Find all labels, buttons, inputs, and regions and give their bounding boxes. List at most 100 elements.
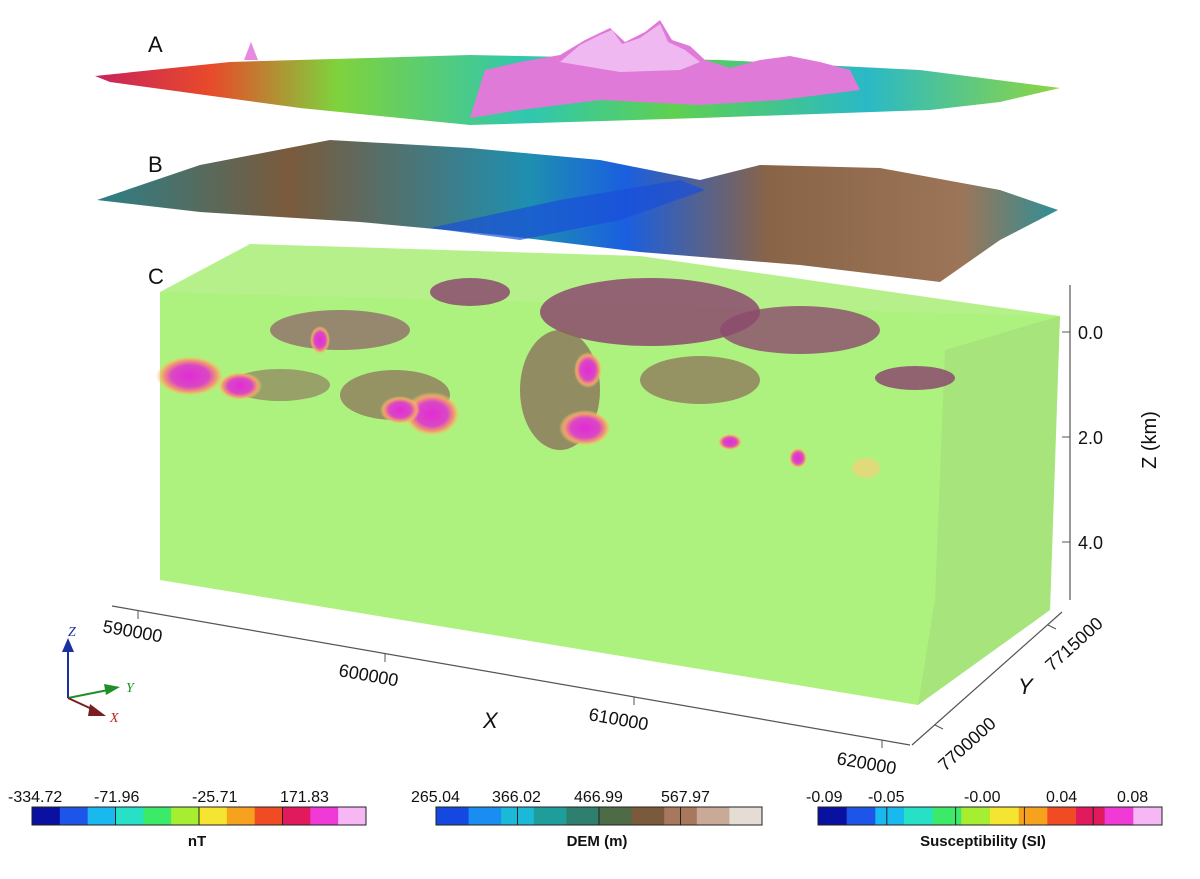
x-axis-line [111,605,911,746]
z-tick-label: 4.0 [1078,533,1103,553]
triad-y-arrowhead [104,684,120,695]
y-tick-mark [934,724,944,730]
colorbar-tick-label: -0.05 [868,789,905,806]
body [720,306,880,354]
colorbar-swatch [282,807,311,825]
dem-surface-panel [97,140,1058,282]
z-tick-label: 0.0 [1078,323,1103,343]
axis-triad: Z Y X [62,625,136,726]
body [310,326,330,354]
triad-z-arrowhead [62,638,74,652]
body [640,356,760,404]
triad-x-arrowhead [88,704,106,716]
magnetic-peak-west [244,42,258,60]
body [718,434,742,450]
y-axis-title: Y [1018,674,1034,699]
colorbar-swatch [904,807,934,825]
triad-z-label: Z [68,625,76,640]
colorbar-swatches [818,807,1163,825]
x-tick-label: 590000 [101,616,164,646]
body [404,392,460,436]
colorbar-swatch [875,807,905,825]
colorbar-swatch [961,807,991,825]
colorbar-frame [435,806,763,826]
block-front-face [160,292,1060,705]
colorbar-title: Susceptibility (SI) [920,833,1046,850]
colorbar-tick-label: -25.71 [192,789,237,806]
colorbar-tick-label: 171.83 [280,789,329,806]
colorbar-swatch [254,807,283,825]
colorbar-swatch [599,807,633,825]
susceptibility-bodies [156,278,955,478]
colorbar-tick-label: -0.00 [964,789,1001,806]
magnetic-anomaly-core [560,24,700,72]
colorbar-swatch [87,807,116,825]
colorbar-tick-label: -334.72 [8,789,62,806]
block-side-face [918,316,1060,705]
dem-valley [430,180,705,240]
body [218,372,262,400]
z-tick-label: 2.0 [1078,428,1103,448]
x-axis-title: X [482,708,499,733]
colorbar-swatch [338,807,367,825]
colorbar-susceptibility: -0.09 -0.05 -0.00 0.04 0.08 Susceptibili… [806,789,1163,850]
colorbar-swatch [932,807,962,825]
colorbar-swatch [1104,807,1134,825]
colorbar-swatch [1047,807,1077,825]
body [789,448,807,468]
x-tick-label: 610000 [587,704,650,734]
susceptibility-block-panel: 0.0 2.0 4.0 Z (km) 590000 600000 610000 … [101,244,1161,778]
colorbar-swatch [729,807,763,825]
magnetic-surface-panel [95,20,1060,125]
colorbar-tick-label: 0.04 [1046,789,1077,806]
colorbar-swatch [1018,807,1048,825]
colorbar-tick-label: 567.97 [661,789,710,806]
colorbar-swatch [436,807,470,825]
colorbar-swatch [171,807,200,825]
x-tick-label: 620000 [835,748,898,778]
colorbar-tick-label: 265.04 [411,789,460,806]
colorbar-swatch [310,807,339,825]
z-axis-title: Z (km) [1139,411,1161,469]
y-tick-label: 7700000 [934,713,999,775]
colorbar-swatch [990,807,1020,825]
colorbar-tick-label: 366.02 [492,789,541,806]
colorbar-tick-label: -0.09 [806,789,843,806]
colorbar-swatch [696,807,730,825]
triad-y-label: Y [126,681,136,696]
colorbar-tick-label: 466.99 [574,789,623,806]
panel-label-c: C [148,264,164,289]
colorbar-swatch [1076,807,1106,825]
y-tick-label: 7715000 [1041,613,1106,675]
colorbar-swatch [143,807,172,825]
body [559,410,611,446]
y-tick-mark [1047,624,1057,630]
triad-x-label: X [109,711,119,726]
colorbar-frame [817,806,1163,826]
body [380,396,420,424]
body [270,310,410,350]
x-tick-label: 600000 [337,660,400,690]
colorbar-frame [31,806,367,826]
colorbar-swatch [631,807,665,825]
colorbar-swatch [846,807,876,825]
body [430,278,510,306]
colorbar-swatch [818,807,848,825]
colorbar-swatch [1133,807,1163,825]
colorbar-swatch [59,807,89,825]
colorbar-swatch [533,807,567,825]
colorbar-dem: 265.04 366.02 466.99 567.97 DEM (m) [411,789,763,850]
colorbar-swatch [32,807,61,825]
colorbar-swatch [468,807,502,825]
colorbar-title: DEM (m) [567,833,628,850]
triad-y-arrow [67,689,109,699]
panel-label-b: B [148,152,163,177]
y-axis-line [911,611,1063,746]
z-axis-ticks: 0.0 2.0 4.0 [1062,323,1103,553]
colorbar-swatch [566,807,600,825]
colorbar-tick-label: -71.96 [94,789,139,806]
colorbar-swatches [32,807,367,825]
colorbar-swatches [436,807,763,825]
colorbar-nt: -334.72 -71.96 -25.71 171.83 nT [8,789,367,850]
